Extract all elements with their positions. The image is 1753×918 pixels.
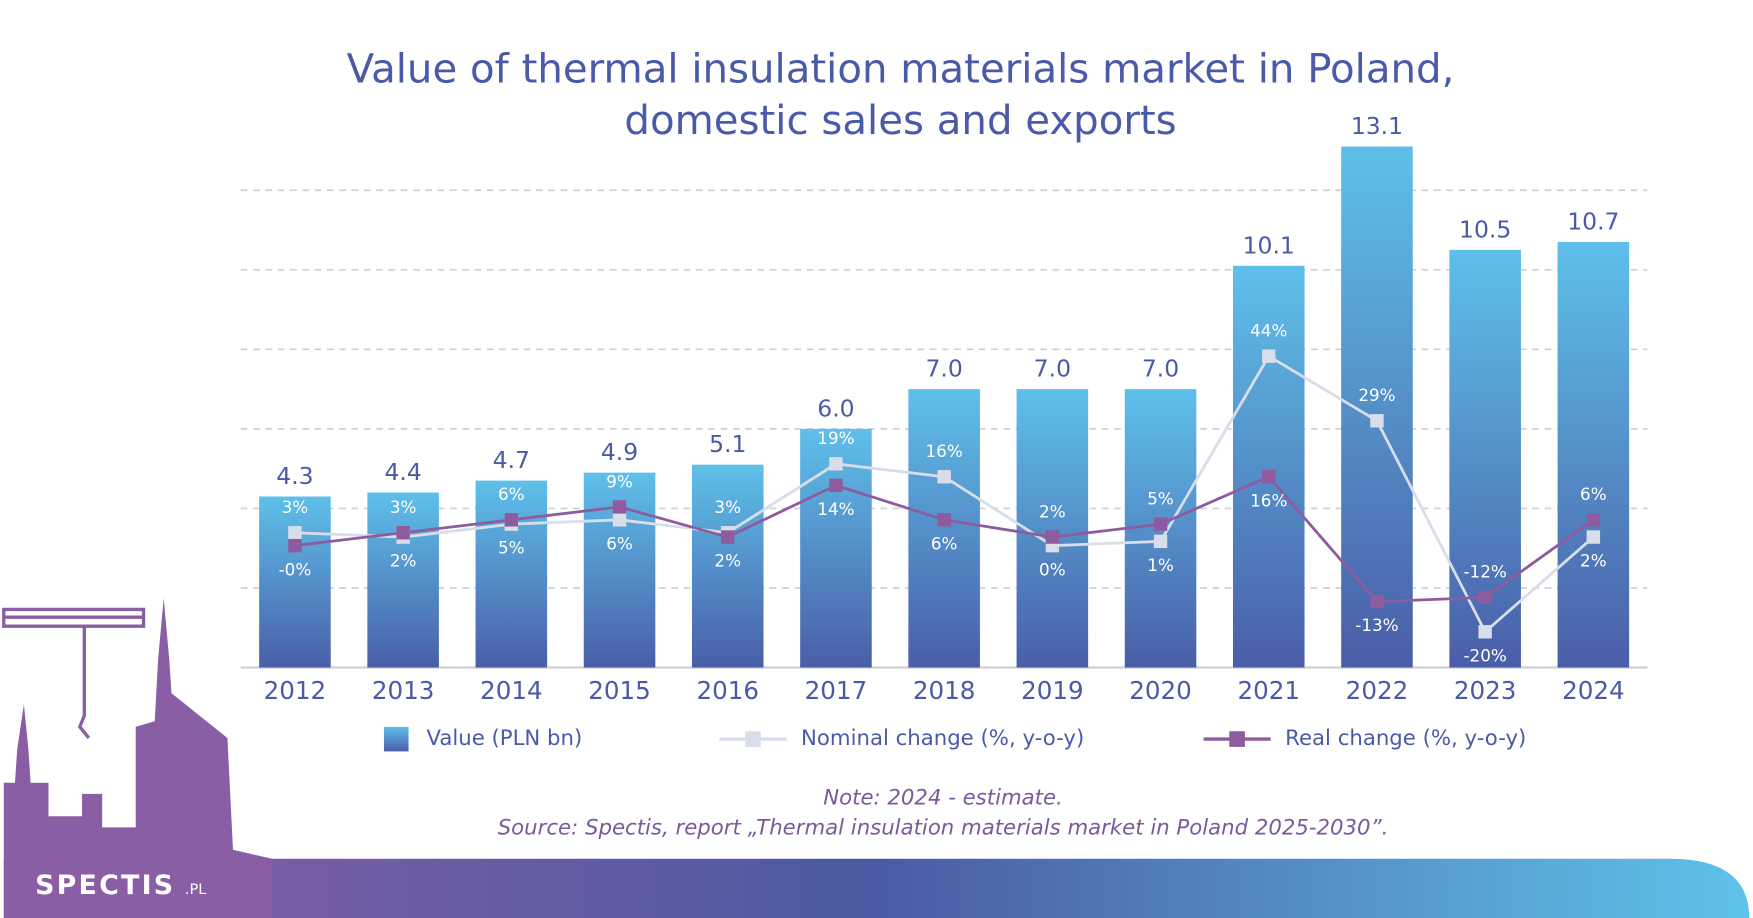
line-marker xyxy=(396,526,410,540)
line-marker xyxy=(1262,470,1276,484)
line-marker xyxy=(288,538,302,553)
bar-value-label: 4.7 xyxy=(493,446,530,474)
x-tick-label: 2013 xyxy=(372,676,435,705)
bar-value-label: 13.1 xyxy=(1351,112,1403,140)
bar-value-label: 7.0 xyxy=(925,355,962,383)
line-marker xyxy=(1153,517,1168,531)
brand-suffix: .PL xyxy=(185,882,207,898)
line-value-label: 2% xyxy=(714,551,741,571)
line-marker xyxy=(829,478,843,493)
line-marker xyxy=(612,500,627,514)
x-tick-label: 2022 xyxy=(1346,676,1409,705)
bar xyxy=(1449,249,1521,668)
line-marker xyxy=(937,470,951,484)
bar xyxy=(475,480,548,668)
bar xyxy=(1557,241,1630,668)
bar xyxy=(908,389,980,668)
line-marker xyxy=(829,457,843,471)
line-value-label: 0% xyxy=(1039,559,1066,579)
line-value-label: -12% xyxy=(1463,562,1506,582)
x-tick-label: 2023 xyxy=(1454,676,1517,705)
line-marker xyxy=(1262,349,1276,363)
line-value-label: 2% xyxy=(1039,501,1066,521)
bar xyxy=(367,492,439,668)
line-marker xyxy=(504,513,519,527)
line-value-label: 29% xyxy=(1358,385,1395,405)
line-marker xyxy=(1045,530,1060,544)
x-tick-label: 2021 xyxy=(1237,676,1300,705)
x-tick-label: 2017 xyxy=(805,676,868,705)
legend-label: Value (PLN bn) xyxy=(426,726,582,751)
line-marker xyxy=(937,513,951,527)
bar-value-label: 4.4 xyxy=(384,458,421,486)
line-value-label: 5% xyxy=(1147,489,1174,509)
x-tick-label: 2015 xyxy=(588,676,651,705)
x-tick-label: 2020 xyxy=(1129,676,1192,705)
bar-value-label: 4.3 xyxy=(276,462,313,490)
bar xyxy=(691,464,764,668)
line-value-label: 14% xyxy=(817,499,854,519)
line-value-label: 1% xyxy=(1147,555,1174,575)
line-value-label: 9% xyxy=(606,471,633,491)
bar-value-label: 7.0 xyxy=(1034,355,1071,383)
line-value-label: -20% xyxy=(1463,645,1506,665)
line-value-label: 5% xyxy=(498,538,525,558)
line-marker xyxy=(721,530,735,544)
line-value-label: 3% xyxy=(714,497,741,517)
title-holder: Value of thermal insulation materials ma… xyxy=(346,46,1455,145)
legend-swatch xyxy=(745,731,761,747)
line-value-label: 16% xyxy=(1250,490,1287,510)
bar-value-label: 10.5 xyxy=(1459,215,1511,243)
x-tick-label: 2018 xyxy=(913,676,976,705)
line-marker xyxy=(1478,590,1492,605)
line-marker xyxy=(1586,513,1601,527)
chart-title: Value of thermal insulation materials ma… xyxy=(346,46,1455,145)
line-value-label: 2% xyxy=(1580,551,1607,571)
bar-value-label: 10.7 xyxy=(1567,207,1619,235)
line-marker xyxy=(1153,534,1168,549)
line-marker xyxy=(1478,625,1492,639)
line-value-label: 6% xyxy=(1580,484,1607,504)
legend-swatch xyxy=(383,726,409,752)
x-tick-label: 2014 xyxy=(480,676,543,705)
x-tick-label: 2024 xyxy=(1562,676,1625,705)
line-value-label: -0% xyxy=(279,559,312,579)
x-tick-label: 2012 xyxy=(264,676,327,705)
line-value-label: 6% xyxy=(498,484,525,504)
legend-label: Nominal change (%, y-o-y) xyxy=(801,726,1084,751)
bar xyxy=(1016,389,1089,668)
line-value-label: 16% xyxy=(926,441,963,461)
line-value-label: -13% xyxy=(1355,615,1398,635)
line-marker xyxy=(612,513,627,527)
legend-label: Real change (%, y-o-y) xyxy=(1285,726,1526,751)
line-value-label: 3% xyxy=(390,497,417,517)
line-value-label: 19% xyxy=(817,428,854,448)
line-marker xyxy=(1370,594,1384,609)
bar-value-label: 5.1 xyxy=(709,430,746,458)
note: Note: 2024 - estimate. xyxy=(823,785,1063,810)
brand-name: SPECTIS xyxy=(35,870,175,901)
line-marker xyxy=(288,526,302,540)
line-marker xyxy=(1586,530,1601,544)
bar xyxy=(1232,265,1305,668)
bar-value-label: 6.0 xyxy=(817,394,854,422)
x-tick-label: 2016 xyxy=(696,676,759,705)
line-value-label: 2% xyxy=(390,551,417,571)
line-value-label: 6% xyxy=(606,533,633,553)
bar xyxy=(259,496,331,668)
bar-value-label: 4.9 xyxy=(601,438,638,466)
bar-value-label: 10.1 xyxy=(1243,231,1295,259)
line-value-label: 44% xyxy=(1250,321,1287,341)
x-tick-label: 2019 xyxy=(1021,676,1084,705)
line-value-label: 3% xyxy=(282,497,309,517)
line-marker xyxy=(1370,414,1384,428)
legend-swatch xyxy=(1229,731,1245,747)
source: Source: Spectis, report „Thermal insulat… xyxy=(498,816,1389,841)
line-value-label: 6% xyxy=(931,533,958,553)
footer-decoration xyxy=(2,598,1750,918)
bar-value-label: 7.0 xyxy=(1142,355,1179,383)
